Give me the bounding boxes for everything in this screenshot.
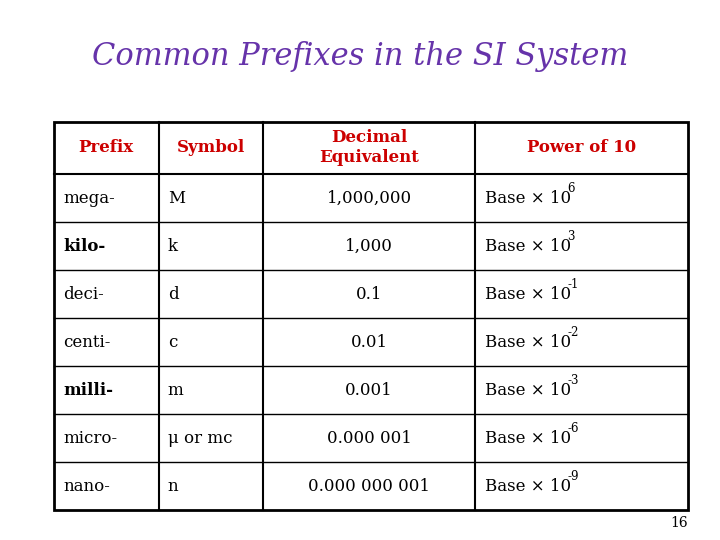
Text: Base × 10: Base × 10 bbox=[485, 382, 571, 399]
Text: -2: -2 bbox=[567, 326, 579, 339]
Bar bbox=[54, 122, 688, 510]
Text: d: d bbox=[168, 286, 179, 302]
Text: milli-: milli- bbox=[63, 382, 113, 399]
Text: -6: -6 bbox=[567, 422, 579, 435]
Text: μ or mc: μ or mc bbox=[168, 430, 233, 447]
Text: -1: -1 bbox=[567, 278, 579, 291]
Text: Base × 10: Base × 10 bbox=[485, 478, 571, 495]
Text: n: n bbox=[168, 478, 179, 495]
Text: kilo-: kilo- bbox=[63, 238, 106, 254]
Text: 0.01: 0.01 bbox=[351, 334, 388, 350]
Text: -9: -9 bbox=[567, 470, 579, 483]
Text: m: m bbox=[168, 382, 184, 399]
Text: 16: 16 bbox=[670, 516, 688, 530]
Text: nano-: nano- bbox=[63, 478, 110, 495]
Text: 0.000 001: 0.000 001 bbox=[327, 430, 412, 447]
Text: c: c bbox=[168, 334, 177, 350]
Text: M: M bbox=[168, 190, 185, 206]
Text: micro-: micro- bbox=[63, 430, 117, 447]
Text: Decimal
Equivalent: Decimal Equivalent bbox=[319, 130, 419, 166]
Text: k: k bbox=[168, 238, 178, 254]
Text: mega-: mega- bbox=[63, 190, 115, 206]
Text: 0.1: 0.1 bbox=[356, 286, 382, 302]
Text: -3: -3 bbox=[567, 374, 579, 387]
Text: 1,000: 1,000 bbox=[346, 238, 393, 254]
Text: centi-: centi- bbox=[63, 334, 111, 350]
Text: 0.001: 0.001 bbox=[346, 382, 393, 399]
Text: 0.000 000 001: 0.000 000 001 bbox=[308, 478, 431, 495]
Text: Prefix: Prefix bbox=[78, 139, 134, 156]
Text: Base × 10: Base × 10 bbox=[485, 286, 571, 302]
Text: Base × 10: Base × 10 bbox=[485, 430, 571, 447]
Text: Symbol: Symbol bbox=[176, 139, 245, 156]
Text: Power of 10: Power of 10 bbox=[527, 139, 636, 156]
Text: Base × 10: Base × 10 bbox=[485, 334, 571, 350]
Text: 6: 6 bbox=[567, 182, 575, 195]
Text: 1,000,000: 1,000,000 bbox=[327, 190, 412, 206]
Text: 3: 3 bbox=[567, 230, 575, 243]
Text: deci-: deci- bbox=[63, 286, 104, 302]
Text: Base × 10: Base × 10 bbox=[485, 190, 571, 206]
Text: Base × 10: Base × 10 bbox=[485, 238, 571, 254]
Text: Common Prefixes in the SI System: Common Prefixes in the SI System bbox=[92, 41, 628, 72]
